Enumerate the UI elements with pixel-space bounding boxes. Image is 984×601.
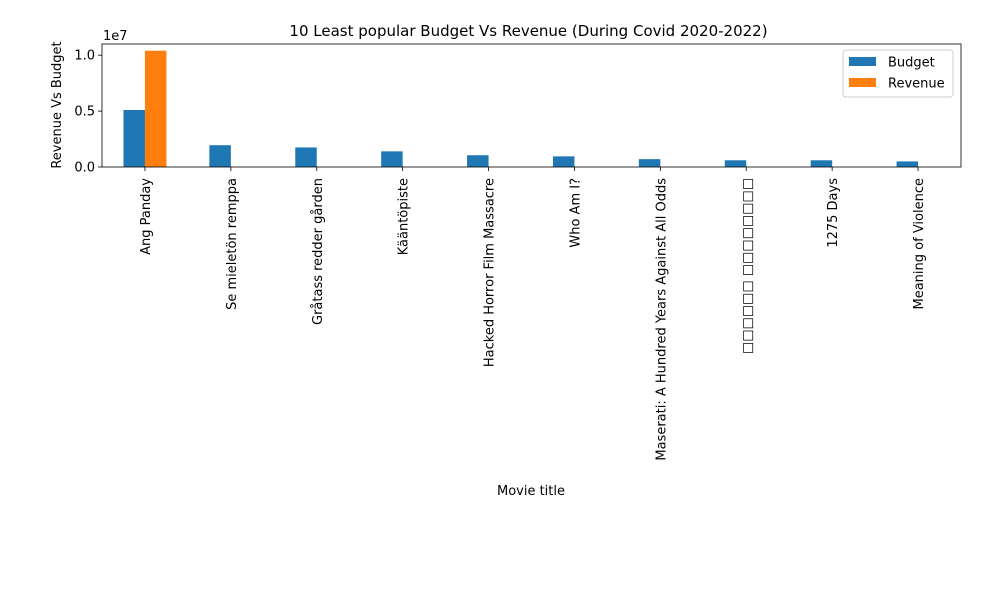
x-tick-label: 1275 Days xyxy=(826,178,841,248)
bar-budget-8 xyxy=(810,160,833,167)
bar-budget-4 xyxy=(467,155,489,167)
x-tick-label: Maserati: A Hundred Years Against All Od… xyxy=(654,178,669,461)
x-axis-label: Movie title xyxy=(497,484,565,499)
bar-budget-9 xyxy=(896,161,919,167)
bar-budget-2 xyxy=(295,147,317,167)
bar-budget-5 xyxy=(552,156,575,167)
y-axis-offset-label: 1e7 xyxy=(103,29,128,44)
bar-budget-0 xyxy=(123,109,145,167)
axes-layer: 0.0 0.5 1.0 Ang Panday Se mieletön remppa Grå… xyxy=(74,43,962,461)
x-tick-label: Ang Panday xyxy=(139,178,154,255)
legend-label-budget: Budget xyxy=(888,56,935,71)
bar-budget-3 xyxy=(381,151,403,167)
bar-budget-1 xyxy=(209,145,231,167)
x-tick-label: Kääntöpiste xyxy=(397,178,412,255)
x-tick-label: Se mieletön remppa xyxy=(225,178,240,310)
plot-frame xyxy=(101,43,962,168)
bar-revenue-0 xyxy=(144,50,167,167)
legend-swatch-budget xyxy=(849,57,876,66)
bar-budget-7 xyxy=(724,160,747,167)
x-tick-label: Hacked Horror Film Massacre xyxy=(483,178,498,367)
legend-label-revenue: Revenue xyxy=(888,77,945,92)
y-tick-label: 0.5 xyxy=(74,105,95,120)
x-tick-label: Who Am I? xyxy=(568,178,583,248)
x-tick-label: Meaning of Violence xyxy=(912,178,927,310)
y-tick-label: 1.0 xyxy=(74,49,95,64)
legend-swatch-revenue xyxy=(849,78,876,87)
y-axis-label: Revenue Vs Budget xyxy=(50,41,65,168)
bar-budget-6 xyxy=(638,159,661,167)
bars-layer xyxy=(123,50,919,167)
chart-title: 10 Least popular Budget Vs Revenue (Duri… xyxy=(289,22,767,40)
y-tick-label: 0.0 xyxy=(74,161,95,176)
x-tick-label: □□□□□□ □□□□□□□□ xyxy=(740,178,755,354)
x-tick-label: Gråtass redder gården xyxy=(311,178,326,325)
legend: Budget Revenue xyxy=(842,49,954,98)
